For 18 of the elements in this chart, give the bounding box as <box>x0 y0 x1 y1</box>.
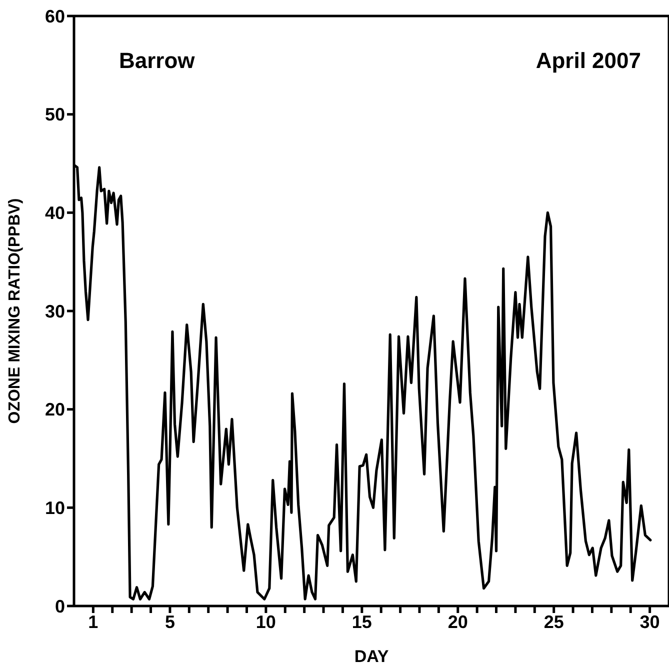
x-tick-label: 10 <box>256 612 276 632</box>
annotation: April 2007 <box>536 48 641 74</box>
y-axis-title: OZONE MIXING RATIO(PPBV) <box>6 198 24 424</box>
y-tick-label: 10 <box>44 498 65 518</box>
x-tick-label: 25 <box>544 612 564 632</box>
y-tick-label: 60 <box>44 6 65 26</box>
x-tick-label: 1 <box>88 612 98 632</box>
annotation: Barrow <box>119 48 195 74</box>
y-tick-label: 0 <box>54 596 65 616</box>
y-tick-label: 20 <box>44 400 65 420</box>
x-tick-label: 5 <box>164 612 175 632</box>
x-tick-label: 30 <box>640 612 660 632</box>
y-tick-label: 30 <box>44 301 65 322</box>
y-tick-label: 40 <box>44 203 65 224</box>
y-tick-label: 50 <box>44 104 65 125</box>
x-tick-label: 15 <box>352 612 372 632</box>
x-axis-title: DAY <box>354 647 390 666</box>
x-tick-label: 20 <box>448 612 468 632</box>
